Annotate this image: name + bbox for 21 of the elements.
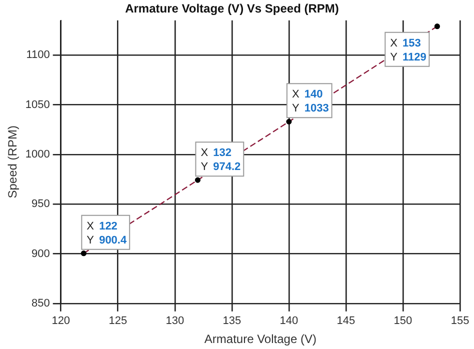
x-tick-label: 140 xyxy=(280,315,298,328)
y-tick-label: 1100 xyxy=(26,49,50,62)
y-tick-label: 1000 xyxy=(25,148,50,160)
annotation: X 140 Y 1033 xyxy=(292,88,329,115)
x-tick-label: 150 xyxy=(394,315,412,328)
annotation: X 132 Y 974.2 xyxy=(200,147,241,174)
x-tick-label: 130 xyxy=(166,315,184,328)
annotation: X 122 Y 900.4 xyxy=(86,220,128,246)
y-axis-title: Speed (RPM) xyxy=(6,126,20,198)
y-tick-label: 1050 xyxy=(25,98,50,111)
y-tick-label: 850 xyxy=(32,297,50,310)
x-tick-label: 120 xyxy=(52,315,70,328)
x-tick-label: 125 xyxy=(108,315,128,328)
x-tick-label: 155 xyxy=(450,315,470,328)
annotation: X 153 Y 1129 xyxy=(390,37,426,64)
x-tick-label: 135 xyxy=(222,315,242,328)
y-tick-label: 950 xyxy=(32,198,50,210)
x-axis-title: Armature Voltage (V) xyxy=(204,332,316,346)
x-tick-label: 145 xyxy=(336,315,356,328)
chart-title: Armature Voltage (V) Vs Speed (RPM) xyxy=(125,2,339,16)
y-tick-label: 900 xyxy=(32,248,50,260)
